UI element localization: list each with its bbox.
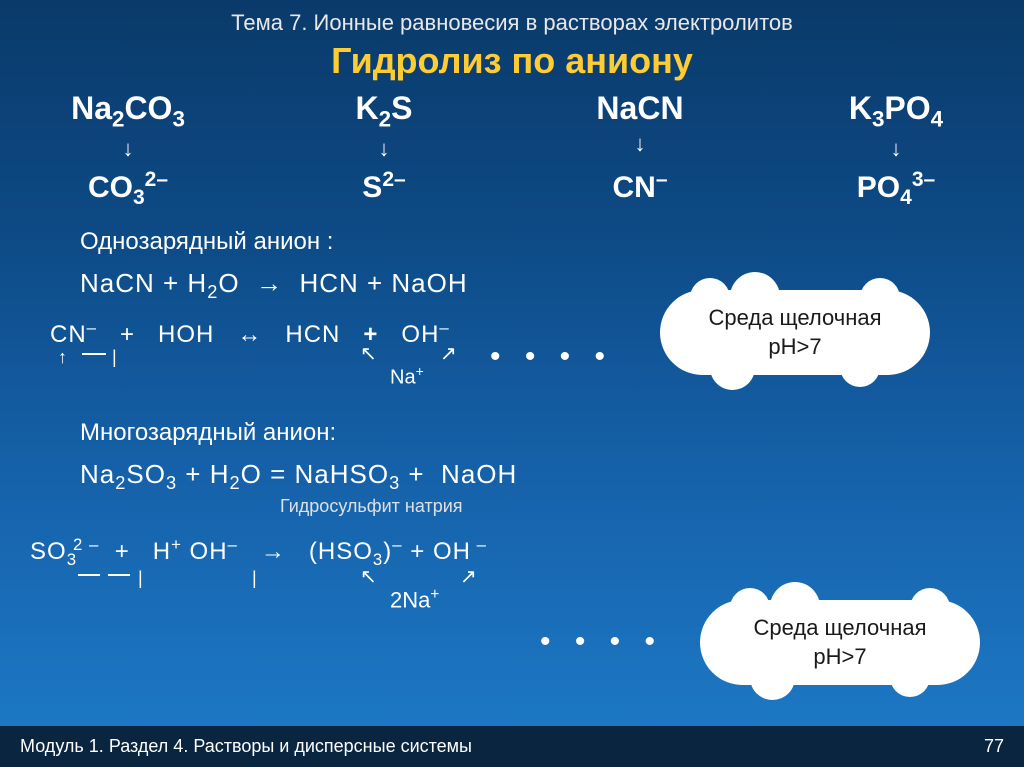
anion-3: CN–	[527, 168, 752, 210]
cloud1-line1: Среда щелочная	[688, 304, 902, 333]
salt-col-3: NaCN ↓	[527, 90, 752, 166]
na-ion-label: Na+	[390, 363, 424, 390]
na-ion-label-2: 2Na+	[390, 586, 439, 613]
footer-left: Модуль 1. Раздел 4. Растворы и дисперсны…	[20, 736, 472, 757]
diag-arrow-icon: ↖	[360, 341, 377, 366]
cloud-alkaline-2: Среда щелочная pH>7	[700, 600, 980, 685]
salt-formulas-row: Na2CO3 ↓ K2S ↓ NaCN ↓ K3PO4 ↓	[0, 90, 1024, 166]
diag-arrow-icon: ↗	[440, 341, 457, 366]
salt-col-1: Na2CO3 ↓	[15, 90, 240, 166]
anion-2: S2–	[271, 168, 496, 210]
dots-icon: • • • •	[540, 625, 663, 659]
salt-col-2: K2S ↓	[271, 90, 496, 166]
anion-4: PO43–	[783, 168, 1008, 210]
diag-arrow-icon: ↖	[360, 564, 377, 589]
page-title: Гидролиз по аниону	[0, 40, 1024, 82]
cloud2-line2: pH>7	[728, 643, 952, 672]
up-arrow-icon: ↑	[58, 347, 67, 368]
arrow-down-icon: ↓	[15, 136, 240, 162]
underline-mark	[108, 574, 130, 576]
up-tick-icon: |	[138, 568, 143, 589]
underline-mark	[78, 574, 100, 576]
anion-row: CO32– S2– CN– PO43–	[0, 168, 1024, 210]
dots-icon: • • • •	[490, 340, 613, 374]
salt-formula-4: K3PO4	[783, 90, 1008, 132]
up-tick-icon: |	[112, 347, 117, 368]
underline-mark	[82, 353, 106, 355]
multi-ionic-eq: SO32 – + H+ OH– → (HSO3)– + OH –	[30, 535, 1024, 570]
multi-molecular-eq: Na2SO3 + H2O = NaHSO3 + NaOH	[80, 459, 1024, 494]
up-tick-icon: |	[252, 568, 257, 589]
footer-bar: Модуль 1. Раздел 4. Растворы и дисперсны…	[0, 726, 1024, 767]
footer-page-number: 77	[984, 736, 1004, 757]
single-charge-label: Однозарядный анион :	[80, 228, 1024, 256]
cloud1-line2: pH>7	[688, 333, 902, 362]
salt-formula-2: K2S	[271, 90, 496, 132]
arrow-down-icon: ↓	[527, 131, 752, 157]
salt-formula-3: NaCN	[527, 90, 752, 127]
arrow-down-icon: ↓	[783, 136, 1008, 162]
topic-label: Тема 7. Ионные равновесия в растворах эл…	[0, 0, 1024, 36]
cloud-alkaline-1: Среда щелочная pH>7	[660, 290, 930, 375]
arrow-down-icon: ↓	[271, 136, 496, 162]
salt-formula-1: Na2CO3	[15, 90, 240, 132]
salt-col-4: K3PO4 ↓	[783, 90, 1008, 166]
multi-charge-label: Многозарядный анион:	[80, 419, 1024, 447]
cloud2-line1: Среда щелочная	[728, 614, 952, 643]
product-name-label: Гидросульфит натрия	[280, 496, 1024, 517]
anion-1: CO32–	[15, 168, 240, 210]
diag-arrow-icon: ↗	[460, 564, 477, 589]
